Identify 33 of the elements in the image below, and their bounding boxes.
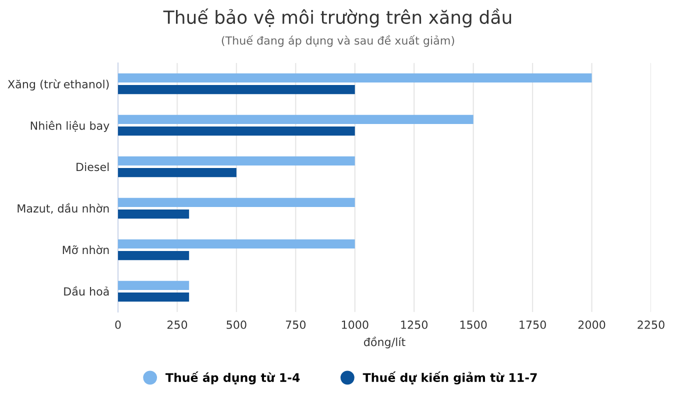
bar	[118, 280, 190, 290]
bar	[118, 250, 190, 260]
x-tick-label: 250	[167, 320, 188, 329]
y-tick-label: Mỡ nhờn	[62, 245, 109, 254]
x-tick-label: 1750	[520, 320, 546, 329]
bar	[118, 168, 236, 178]
x-tick-label: 750	[286, 320, 306, 329]
x-tick-label: 500	[226, 320, 246, 329]
x-tick-label: 2000	[578, 320, 606, 329]
bar	[118, 239, 355, 249]
chart-subtitle: (Thuế đang áp dụng và sau đề xuất giảm)	[222, 35, 454, 47]
bar	[118, 198, 355, 208]
x-tick-label: 1000	[342, 320, 368, 329]
x-axis-title: đồng/lít	[364, 336, 406, 348]
bar	[118, 209, 190, 219]
x-tick-label: 1250	[401, 320, 428, 329]
x-tick-label: 1500	[460, 320, 487, 329]
legend-label: Thuế dự kiến giảm từ 11-7	[362, 372, 537, 384]
bar	[118, 126, 355, 136]
x-tick-label: 0	[115, 320, 121, 329]
y-tick-label: Diesel	[76, 162, 109, 172]
chart-title: Thuế bảo vệ môi trường trên xăng dầu	[163, 8, 512, 28]
legend-label: Thuế áp dụng từ 1-4	[165, 372, 300, 384]
bar	[118, 73, 592, 83]
bar	[118, 292, 190, 302]
bar	[118, 156, 355, 166]
y-tick-label: Nhiên liệu bay	[30, 120, 110, 132]
y-tick-label: Dầu hoả	[64, 286, 109, 296]
y-tick-label: Mazut, dầu nhờn	[18, 203, 109, 214]
bar	[118, 114, 474, 124]
y-tick-label: Xăng (trừ ethanol)	[8, 79, 109, 91]
x-tick-label: 2250	[638, 320, 664, 329]
bar	[118, 84, 355, 94]
